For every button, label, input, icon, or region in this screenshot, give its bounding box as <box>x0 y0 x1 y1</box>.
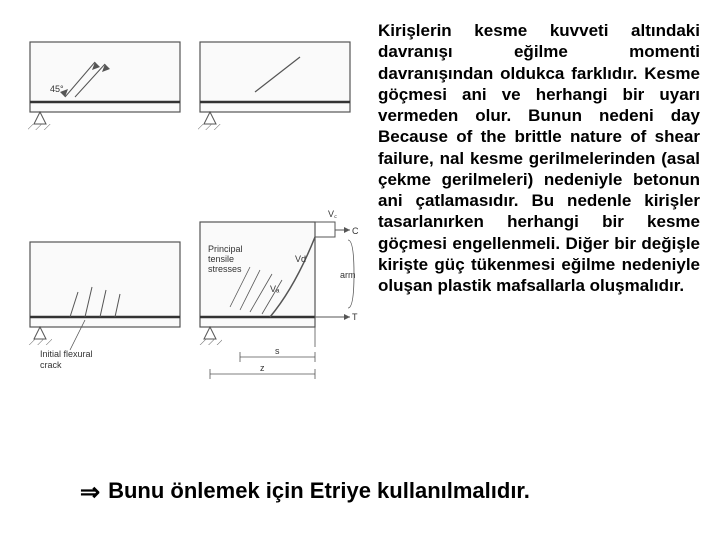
s-label: s <box>275 346 280 356</box>
bottom-line: ⇒ Bunu önlemek için Etriye kullanılmalıdı… <box>80 478 680 507</box>
main-paragraph: Kirişlerin kesme kuvveti altındaki davra… <box>378 20 700 296</box>
z-label: z <box>260 363 265 373</box>
diagram-panel: 45° <box>20 12 360 412</box>
diagram-bottom-left: Initial flexural crack <box>28 242 180 370</box>
diagram-bottom-right: Principal tensile stresses Vₐ Vd C V꜀ T <box>198 209 359 379</box>
shear-diagrams-svg: 45° <box>20 12 360 412</box>
vcz-label: V꜀ <box>328 209 337 219</box>
t-label: T <box>352 312 358 322</box>
arm-label: arm <box>340 270 356 280</box>
bottom-text: Bunu önlemek için Etriye kullanılmalıdır… <box>108 478 530 503</box>
va-label: Vₐ <box>270 284 280 294</box>
vd-label: Vd <box>295 254 306 264</box>
top-section: 45° <box>0 0 720 412</box>
diagram-top-left: 45° <box>28 42 180 130</box>
stresses-label: stresses <box>208 264 242 274</box>
tensile-label: tensile <box>208 254 234 264</box>
c-label: C <box>352 226 359 236</box>
angle-label: 45° <box>50 84 64 94</box>
flexural-label-1: Initial flexural <box>40 349 93 359</box>
diagram-top-right <box>198 42 350 130</box>
principal-label: Principal <box>208 244 243 254</box>
double-arrow-icon: ⇒ <box>80 478 100 507</box>
text-column: Kirişlerin kesme kuvveti altındaki davra… <box>378 12 700 412</box>
flexural-label-2: crack <box>40 360 62 370</box>
